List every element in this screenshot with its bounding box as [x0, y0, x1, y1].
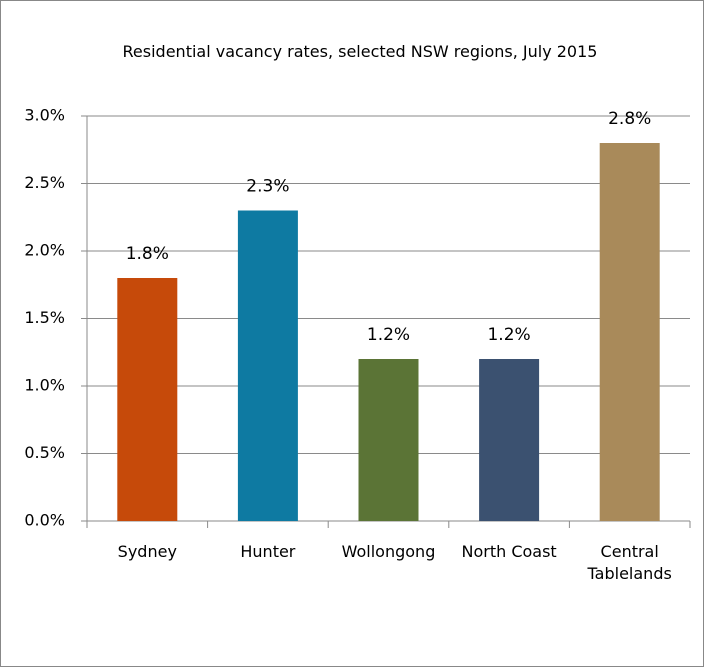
- y-tick-label: 2.0%: [24, 241, 65, 260]
- data-label: 1.2%: [367, 325, 410, 345]
- y-tick-label: 1.0%: [24, 376, 65, 395]
- y-tick-label: 0.0%: [24, 511, 65, 530]
- x-tick-label: North Coast: [461, 542, 557, 561]
- bar: [599, 143, 660, 521]
- x-tick-label: Sydney: [117, 542, 177, 561]
- data-label: 1.8%: [126, 244, 169, 264]
- y-tick-label: 0.5%: [24, 443, 65, 462]
- y-tick-label: 1.5%: [24, 308, 65, 327]
- bar: [237, 210, 298, 521]
- y-tick-label: 3.0%: [24, 106, 65, 125]
- data-label: 1.2%: [487, 325, 530, 345]
- x-tick-label: Wollongong: [341, 542, 436, 561]
- bar: [117, 278, 178, 521]
- data-label: 2.8%: [608, 109, 651, 129]
- x-tick-label: Central Tablelands: [587, 542, 672, 583]
- x-tick-label: Hunter: [240, 542, 296, 561]
- chart-title: Residential vacancy rates, selected NSW …: [122, 42, 598, 61]
- y-tick-label: 2.5%: [24, 173, 65, 192]
- data-label: 2.3%: [246, 177, 289, 197]
- bar: [358, 359, 419, 521]
- bar: [479, 359, 540, 521]
